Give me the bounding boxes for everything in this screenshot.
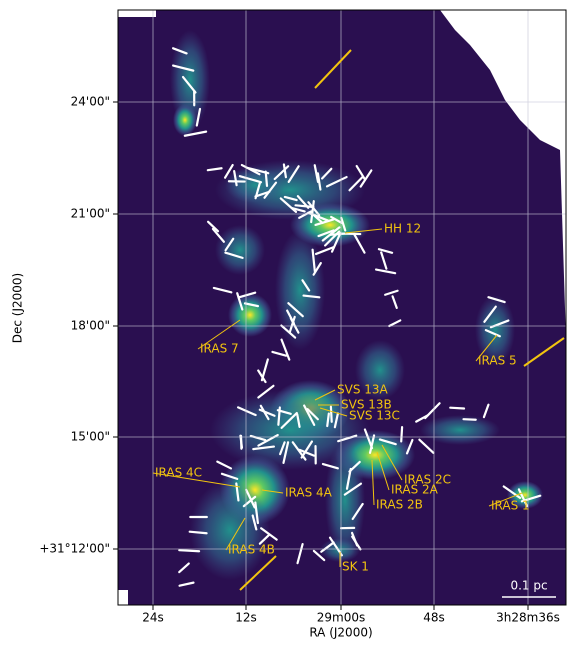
polarization-vector bbox=[331, 407, 332, 422]
source-label: IRAS 7 bbox=[200, 342, 239, 356]
x-tick-label: 29m00s bbox=[317, 611, 365, 625]
y-tick-label: 15'00" bbox=[71, 430, 110, 444]
x-tick-label: 24s bbox=[142, 611, 164, 625]
y-tick-label: 21'00" bbox=[71, 207, 110, 221]
source-label: IRAS 2B bbox=[376, 498, 423, 512]
source-label: IRAS 2A bbox=[391, 483, 439, 497]
polarization-vector bbox=[190, 532, 207, 534]
x-tick-label: 12s bbox=[235, 611, 257, 625]
source-label: IRAS 4C bbox=[155, 466, 202, 480]
map-figure: 0.1 pc HH 12IRAS 7IRAS 5SVS 13ASVS 13BSV… bbox=[0, 0, 570, 643]
emission bbox=[215, 225, 265, 275]
y-tick-label: 18'00" bbox=[71, 319, 110, 333]
source-label: HH 12 bbox=[384, 222, 421, 236]
emission bbox=[173, 104, 197, 136]
source-label: IRAS 4B bbox=[228, 543, 275, 557]
polarization-vector bbox=[401, 427, 402, 441]
scale-bar-label: 0.1 pc bbox=[510, 579, 547, 593]
source-label: SVS 13C bbox=[349, 409, 400, 423]
polarization-vector bbox=[240, 436, 242, 448]
x-tick-label: 48s bbox=[423, 611, 445, 625]
y-tick-label: 24'00" bbox=[71, 95, 110, 109]
emission bbox=[228, 293, 272, 337]
polarization-vector bbox=[450, 408, 464, 409]
x-axis-label: RA (J2000) bbox=[309, 626, 372, 640]
source-label: IRAS 1 bbox=[491, 499, 530, 513]
source-label: IRAS 4A bbox=[285, 486, 333, 500]
x-tick-label: 3h28m36s bbox=[496, 611, 560, 625]
polarization-vector bbox=[330, 233, 347, 235]
image bbox=[118, 10, 566, 605]
no-coverage bbox=[118, 590, 128, 605]
emission bbox=[420, 415, 500, 445]
emission bbox=[190, 480, 270, 580]
polarization-vector bbox=[464, 419, 476, 420]
no-coverage bbox=[118, 10, 156, 17]
y-tick-label: +31°12'00" bbox=[39, 542, 110, 556]
y-axis-label: Dec (J2000) bbox=[11, 273, 25, 343]
polarization-vector bbox=[179, 550, 199, 551]
emission bbox=[275, 230, 325, 350]
source-label: IRAS 5 bbox=[478, 354, 517, 368]
polarization-vector bbox=[266, 172, 267, 186]
source-label: SVS 13A bbox=[337, 383, 389, 397]
source-label: SK 1 bbox=[342, 560, 369, 574]
polarization-vector bbox=[327, 414, 329, 426]
